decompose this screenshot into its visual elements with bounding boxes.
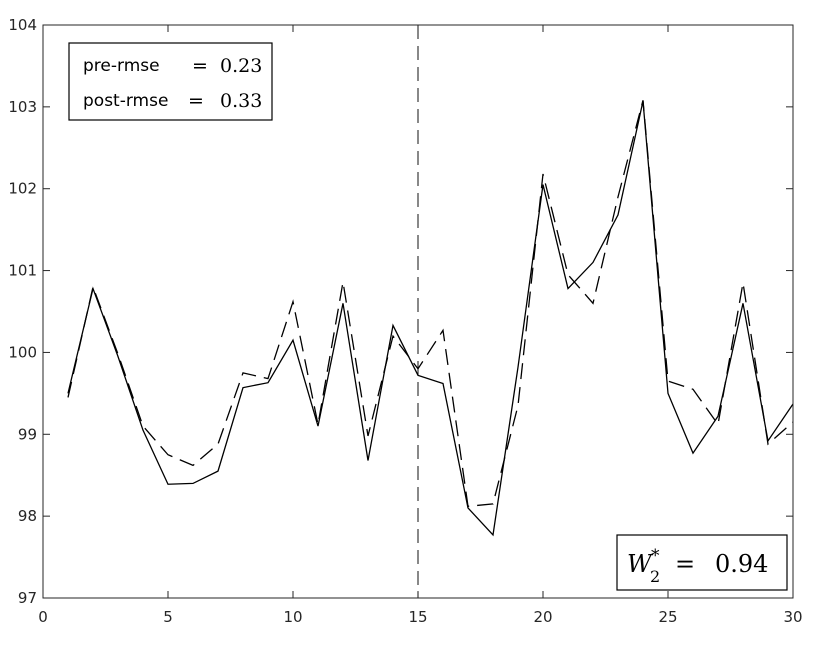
- y-tick-label: 103: [8, 98, 37, 116]
- series-lines: [67, 25, 794, 598]
- axes: 0 5 10 15 20 25 30 97 98 99 100 101 102 103 104: [8, 16, 802, 626]
- y-tick-label: 104: [8, 16, 37, 34]
- y-tick-label: 98: [18, 507, 37, 525]
- x-tick-label: 5: [163, 608, 173, 626]
- x-tick-label: 10: [283, 608, 302, 626]
- x-tick-label: 15: [408, 608, 427, 626]
- w2-value: 0.94: [715, 550, 768, 578]
- w2-equals: =: [675, 550, 695, 578]
- x-tick-label: 0: [38, 608, 48, 626]
- w2-superscript: *: [651, 546, 660, 566]
- x-tick-label: 25: [658, 608, 677, 626]
- w2-subscript: 2: [650, 567, 660, 586]
- y-tick-label: 97: [18, 589, 37, 607]
- legend-label-pre-rmse: pre-rmse: [83, 56, 160, 76]
- legend-eq-pre: =: [192, 55, 208, 77]
- legend-value-post-rmse: 0.33: [220, 90, 262, 112]
- legend-eq-post: =: [188, 90, 204, 112]
- legend: pre-rmse = 0.23 post-rmse = 0.33: [68, 42, 273, 121]
- legend-box: [68, 42, 273, 121]
- y-tick-label: 100: [8, 343, 37, 361]
- y-tick-label: 99: [18, 425, 37, 443]
- legend-value-pre-rmse: 0.23: [220, 55, 262, 77]
- series-line-solid: [67, 100, 794, 537]
- legend-label-post-rmse: post-rmse: [83, 91, 168, 111]
- x-tick-label: 30: [783, 608, 802, 626]
- y-tick-label: 101: [8, 262, 37, 280]
- w2-annotation: W 2 * = 0.94: [616, 534, 788, 591]
- y-tick-label: 102: [8, 180, 37, 198]
- w2-symbol: W: [627, 550, 654, 578]
- series-line-dashed: [67, 100, 794, 508]
- x-tick-label: 20: [533, 608, 552, 626]
- w2-annotation-box: [616, 534, 788, 591]
